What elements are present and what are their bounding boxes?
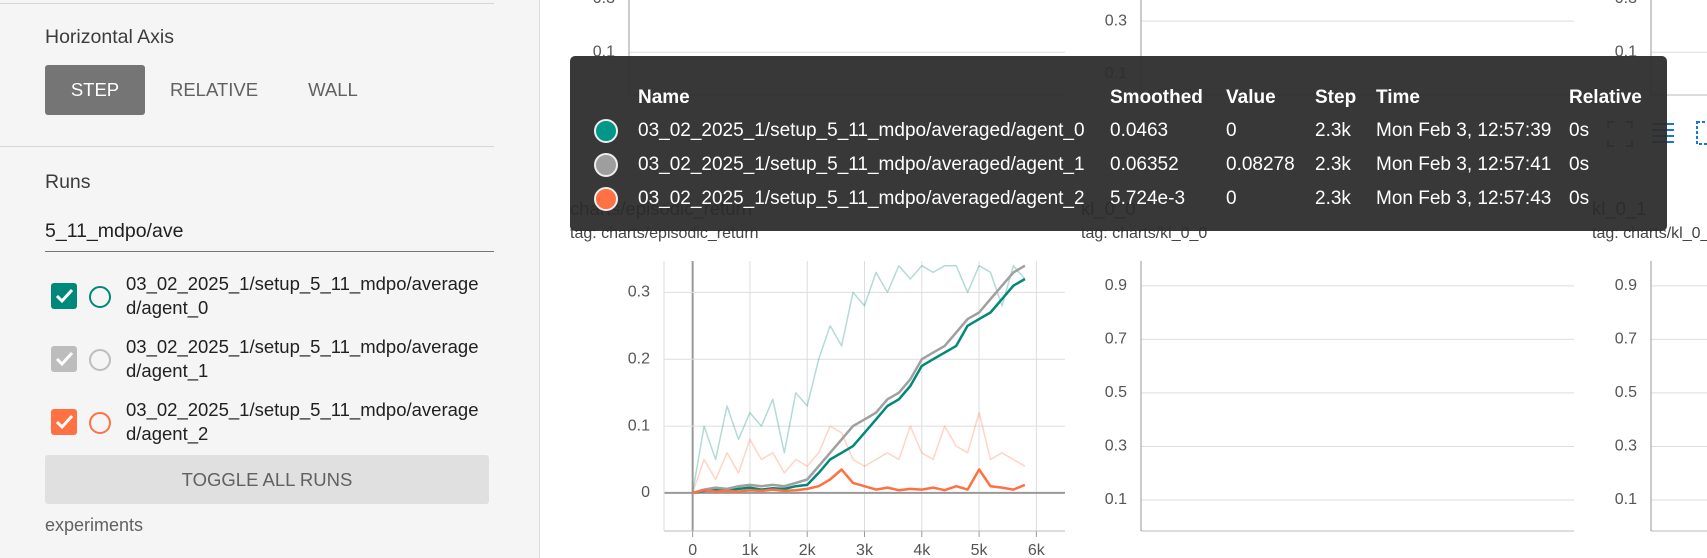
y-tick-label: 0.7 [1105, 331, 1127, 348]
tooltip-cell: 0s [1569, 120, 1590, 141]
x-tick-label: 6k [1028, 542, 1046, 558]
run-checkbox[interactable] [51, 346, 77, 372]
x-tick-label: 5k [971, 542, 989, 558]
raw-line [691, 264, 1026, 494]
section-title: Runs [45, 171, 91, 193]
run-name: 03_02_2025_1/setup_5_11_mdpo/averaged/ag… [126, 273, 479, 318]
y-tick-label: 0.3 [1105, 438, 1127, 455]
y-tick-label: 0.9 [1105, 277, 1127, 294]
x-tick-label: 4k [913, 542, 931, 558]
y-tick-label: 0.9 [1615, 277, 1637, 294]
run-color-dot[interactable] [89, 412, 111, 434]
raw-line [691, 411, 1026, 494]
tooltip-header: Step [1315, 87, 1357, 108]
run-filter[interactable]: 5_11_mdpo/ave [45, 220, 184, 242]
check-mark [55, 414, 74, 430]
divider [0, 3, 494, 4]
tooltip: Name Smoothed Value Step Time Relative 03_02_2… [570, 56, 1667, 231]
tooltip-cell: 0 [1226, 120, 1237, 141]
y-tick-label: 0.7 [1615, 331, 1637, 348]
axis-option[interactable]: RELATIVE [169, 79, 259, 100]
run-checkbox[interactable] [51, 409, 77, 435]
run-name: 03_02_2025_1/setup_5_11_mdpo/averaged/ag… [126, 399, 479, 444]
y-tick-label: 0.1 [628, 417, 650, 434]
axis-option[interactable]: STEP [45, 65, 145, 115]
fit-icon[interactable] [1696, 121, 1707, 145]
y-tick-label: 0.5 [1105, 384, 1127, 401]
smoothed-line [692, 468, 1026, 495]
tooltip-dot [594, 187, 618, 211]
tooltip-cell: Mon Feb 3, 12:57:41 [1376, 154, 1552, 175]
y-tick-label: 0.2 [628, 350, 650, 367]
tooltip-cell: 0s [1569, 154, 1590, 175]
tooltip-cell: Mon Feb 3, 12:57:43 [1376, 188, 1552, 209]
x-tick-label: 0 [688, 542, 697, 558]
tooltip-cell: 2.3k [1315, 120, 1351, 141]
y-tick-label: 0.5 [1615, 384, 1637, 401]
x-tick-label: 3k [856, 542, 874, 558]
tooltip-cell: 0 [1226, 188, 1237, 209]
tooltip-cell: 0.08278 [1226, 154, 1295, 175]
run-name: 03_02_2025_1/setup_5_11_mdpo/averaged/ag… [126, 336, 479, 381]
sidebar: Horizontal Axis STEP RELATIVE WALL Runs 5_… [0, 0, 540, 558]
y-tick-label: 0.3 [1615, 438, 1637, 455]
y-tick-label: 0.3 [628, 284, 650, 301]
y-tick-label: 0 [641, 484, 650, 501]
section-title: Horizontal Axis [45, 26, 174, 48]
y-tick-label: 0.1 [1105, 491, 1127, 508]
divider [0, 146, 494, 147]
x-tick-label: 2k [799, 542, 817, 558]
tooltip-cell: Mon Feb 3, 12:57:39 [1376, 120, 1552, 141]
tooltip-cell: 0.0463 [1110, 120, 1169, 141]
tooltip-cell: 0.06352 [1110, 154, 1179, 175]
smoothed-line [692, 277, 1026, 495]
run-color-dot[interactable] [89, 286, 111, 308]
run-color-dot[interactable] [89, 349, 111, 371]
tooltip-cell: 2.3k [1315, 154, 1351, 175]
smoothed-line [692, 264, 1026, 495]
tooltip-dot [594, 119, 618, 143]
check-mark [55, 288, 74, 304]
x-tick-label: 1k [741, 542, 759, 558]
tooltip-cell: 03_02_2025_1/setup_5_11_mdpo/averaged/ag… [638, 154, 1085, 175]
tooltip-dot [594, 153, 618, 177]
run-checkbox[interactable] [51, 283, 77, 309]
y-tick-label: 0.3 [1615, 0, 1637, 7]
tooltip-cell: 0s [1569, 188, 1590, 209]
axis-option[interactable]: WALL [308, 79, 358, 100]
tooltip-header: Name [638, 87, 690, 108]
tooltip-header: Relative [1569, 87, 1642, 108]
tooltip-header: Smoothed [1110, 87, 1203, 108]
input-underline [45, 251, 494, 252]
tooltip-cell: 5.724e-3 [1110, 188, 1186, 209]
toggle-all-button[interactable]: TOGGLE ALL RUNS [45, 455, 489, 504]
y-tick-label: 0.3 [593, 0, 615, 7]
y-tick-label: 0.3 [1105, 12, 1127, 29]
tooltip-cell: 03_02_2025_1/setup_5_11_mdpo/averaged/ag… [638, 120, 1085, 141]
tooltip-cell: 2.3k [1315, 188, 1351, 209]
check-mark [55, 351, 74, 367]
experiments-label: experiments [45, 515, 144, 535]
tooltip-header: Time [1376, 87, 1421, 108]
y-tick-label: 0.1 [1615, 491, 1637, 508]
tooltip-cell: 03_02_2025_1/setup_5_11_mdpo/averaged/ag… [638, 188, 1085, 209]
tooltip-header: Value [1226, 87, 1276, 108]
